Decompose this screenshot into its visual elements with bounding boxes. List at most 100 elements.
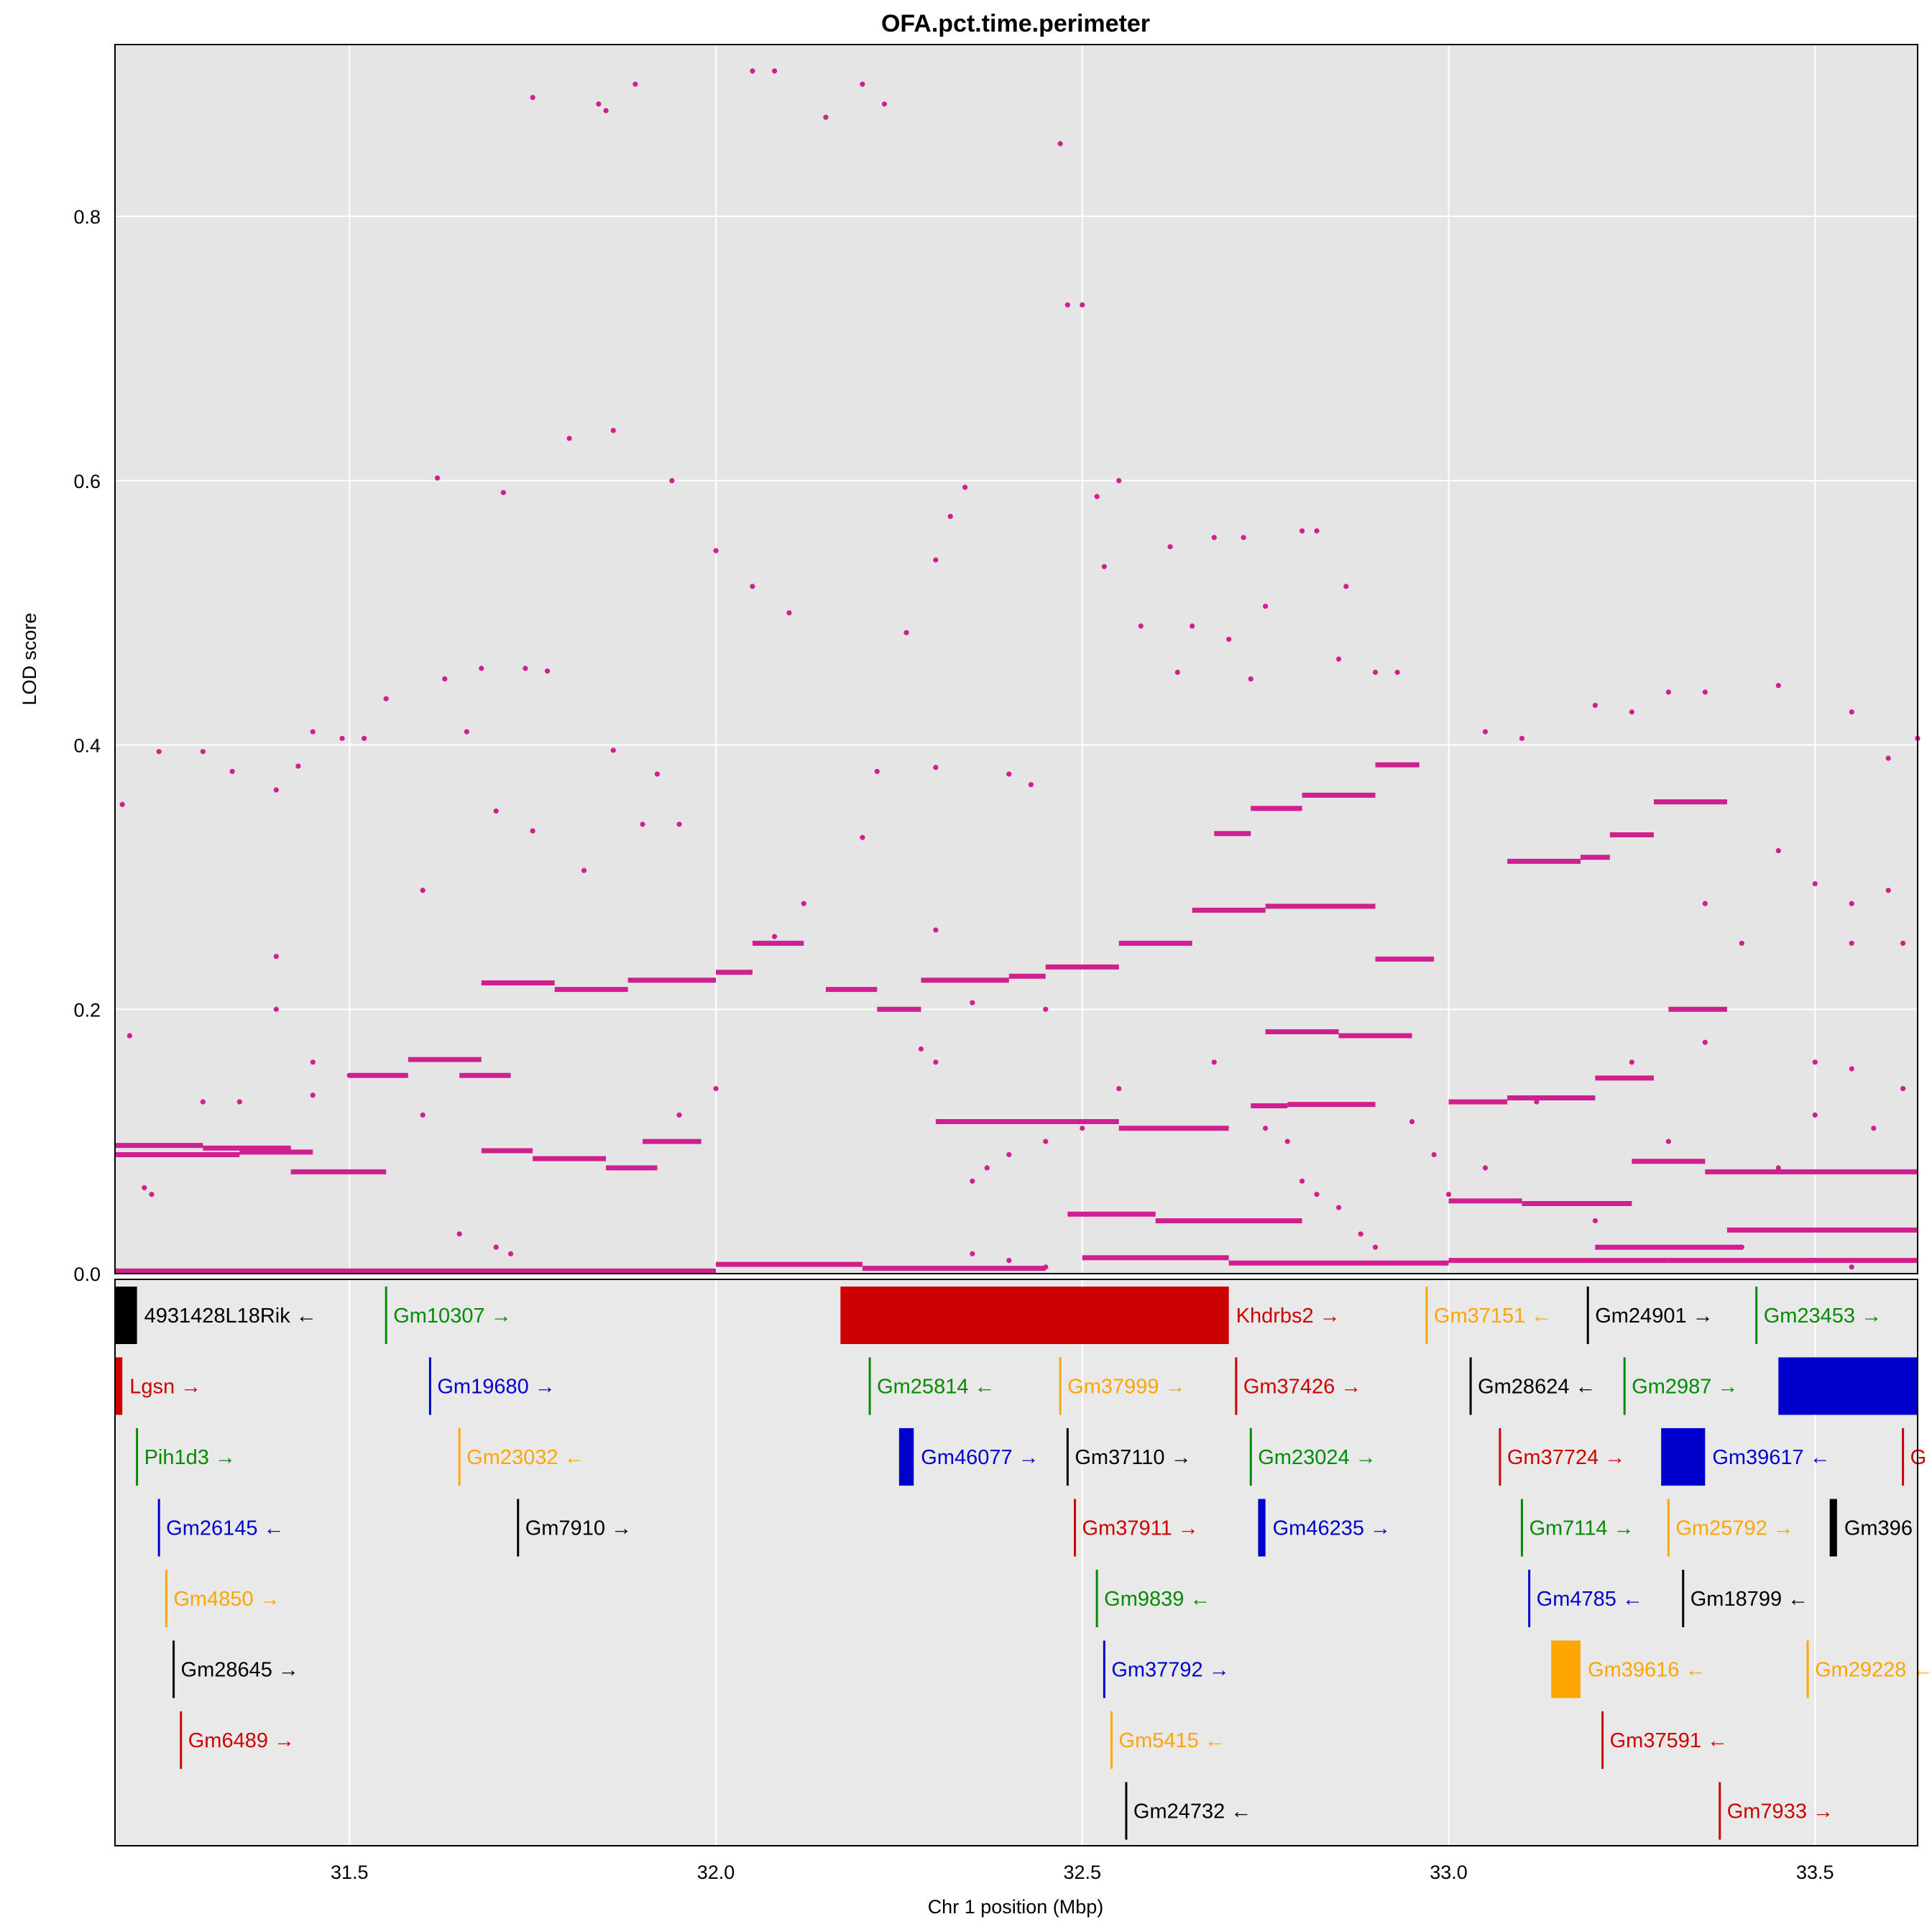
lod-point bbox=[1211, 535, 1217, 540]
lod-point bbox=[860, 834, 865, 840]
gene-label: Gm4785 ← bbox=[1537, 1588, 1643, 1611]
lod-point bbox=[1665, 689, 1671, 695]
gene-label: Gm37151 ← bbox=[1434, 1305, 1552, 1328]
gene-panel-background bbox=[115, 1279, 1918, 1846]
lod-point bbox=[640, 822, 645, 827]
gene-strand-arrow: → bbox=[1604, 1446, 1625, 1469]
lod-point bbox=[1335, 1205, 1342, 1210]
x-gridlines-lod bbox=[349, 45, 1816, 1274]
gene-strand-arrow: ← bbox=[564, 1446, 585, 1469]
gene-name: Gm26145 bbox=[166, 1517, 257, 1540]
lod-point bbox=[126, 1033, 132, 1039]
lod-point bbox=[1431, 1151, 1437, 1158]
lod-point bbox=[933, 927, 939, 933]
gene-name: Gm37999 bbox=[1067, 1376, 1159, 1399]
gene-name: Gm25792 bbox=[1675, 1517, 1767, 1540]
lod-point bbox=[544, 668, 551, 674]
lod-point bbox=[1028, 782, 1034, 788]
gene-name: Gm23024 bbox=[1258, 1446, 1349, 1469]
lod-point bbox=[970, 1000, 975, 1006]
lod-point bbox=[523, 666, 528, 671]
lod-point bbox=[1094, 494, 1100, 500]
gene-name: Pih1d3 bbox=[144, 1446, 209, 1469]
chart-title: OFA.pct.time.perimeter bbox=[881, 10, 1150, 37]
lod-point bbox=[530, 828, 535, 834]
lod-point bbox=[1101, 564, 1107, 569]
gene-label: Gm23032 ← bbox=[466, 1446, 584, 1469]
lod-point bbox=[1812, 1258, 1818, 1264]
lod-point bbox=[507, 1251, 514, 1257]
lod-point bbox=[1343, 584, 1349, 589]
gene-name: Gm37792 bbox=[1111, 1659, 1202, 1682]
lod-point bbox=[273, 787, 279, 793]
gene-strand-arrow: → bbox=[259, 1588, 280, 1611]
gene-block bbox=[1661, 1428, 1706, 1486]
gene-name: Gm24732 bbox=[1133, 1800, 1225, 1823]
gene-label: Gm18799 ← bbox=[1690, 1588, 1808, 1611]
gene-label: Gm29228 ← bbox=[1815, 1659, 1932, 1682]
gene-strand-arrow: → bbox=[1861, 1305, 1882, 1328]
lod-point bbox=[1116, 1085, 1122, 1092]
y-axis-label: LOD score bbox=[19, 612, 40, 705]
y-tick-label: 0.0 bbox=[73, 1264, 101, 1285]
gene-label: Gm2987 → bbox=[1632, 1376, 1738, 1399]
gene-block bbox=[115, 1287, 137, 1344]
lod-point bbox=[1167, 544, 1173, 550]
lod-point bbox=[676, 822, 682, 827]
lod-point bbox=[750, 584, 755, 589]
gene-name: Khdrbs2 bbox=[1236, 1305, 1314, 1328]
gene-label: Gm39617 ← bbox=[1712, 1446, 1830, 1469]
y-tick-label: 0.4 bbox=[73, 735, 101, 757]
gene-label: Gm24901 → bbox=[1595, 1305, 1713, 1328]
lod-point bbox=[1241, 535, 1246, 540]
lod-point bbox=[1006, 1151, 1012, 1158]
lod-point bbox=[603, 108, 609, 114]
gene-strand-arrow: → bbox=[215, 1446, 236, 1469]
gene-label: Gm37426 → bbox=[1243, 1376, 1361, 1399]
gene-label: Gm25814 ← bbox=[877, 1376, 995, 1399]
lod-point bbox=[1335, 656, 1342, 662]
lod-point bbox=[1482, 1165, 1489, 1171]
lod-point bbox=[713, 548, 719, 553]
lod-point bbox=[1534, 1099, 1540, 1105]
x-tick-label: 31.5 bbox=[331, 1862, 369, 1883]
gene-strand-arrow: → bbox=[535, 1376, 556, 1399]
x-tick-label: 32.5 bbox=[1063, 1862, 1101, 1883]
lod-point bbox=[1043, 1264, 1049, 1270]
lod-point bbox=[596, 101, 602, 107]
lod-point bbox=[273, 954, 279, 960]
lod-point bbox=[273, 1006, 279, 1012]
lod-point bbox=[142, 1184, 147, 1191]
lod-point bbox=[1482, 729, 1489, 735]
gene-name: Gm23032 bbox=[466, 1446, 558, 1469]
gene-name: Gm37911 bbox=[1082, 1517, 1172, 1540]
lod-point bbox=[1592, 1218, 1598, 1224]
gene-strand-arrow: ← bbox=[1531, 1305, 1552, 1328]
gene-name: Gm396 bbox=[1844, 1517, 1913, 1540]
gene-label: Gm37110 → bbox=[1075, 1446, 1191, 1469]
lod-point bbox=[1043, 1006, 1049, 1012]
gene-strand-arrow: ← bbox=[1622, 1588, 1643, 1611]
lod-point bbox=[229, 768, 235, 774]
gene-strand-arrow: → bbox=[1320, 1305, 1340, 1328]
lod-point bbox=[295, 763, 301, 769]
lod-point bbox=[874, 768, 880, 774]
lod-point bbox=[1812, 880, 1818, 887]
lod-point bbox=[1702, 1039, 1708, 1045]
lod-point bbox=[1775, 848, 1781, 854]
gene-label: Khdrbs2 → bbox=[1236, 1305, 1340, 1328]
y-axis-ticks: 0.0 0.2 0.4 0.6 0.8 bbox=[73, 206, 101, 1285]
lod-point bbox=[493, 1244, 499, 1250]
lod-point bbox=[1519, 735, 1525, 741]
gene-strand-arrow: → bbox=[1356, 1446, 1376, 1469]
lod-point bbox=[1445, 1192, 1452, 1197]
lod-point bbox=[1849, 709, 1854, 715]
lod-point bbox=[933, 557, 939, 563]
gene-name: Lgsn bbox=[129, 1376, 175, 1399]
gene-strand-arrow: ← bbox=[1912, 1659, 1932, 1682]
lod-point bbox=[1900, 940, 1906, 946]
y-tick-label: 0.2 bbox=[73, 999, 101, 1021]
gene-name: Gm4785 bbox=[1537, 1588, 1616, 1611]
lod-point bbox=[1409, 1118, 1415, 1125]
